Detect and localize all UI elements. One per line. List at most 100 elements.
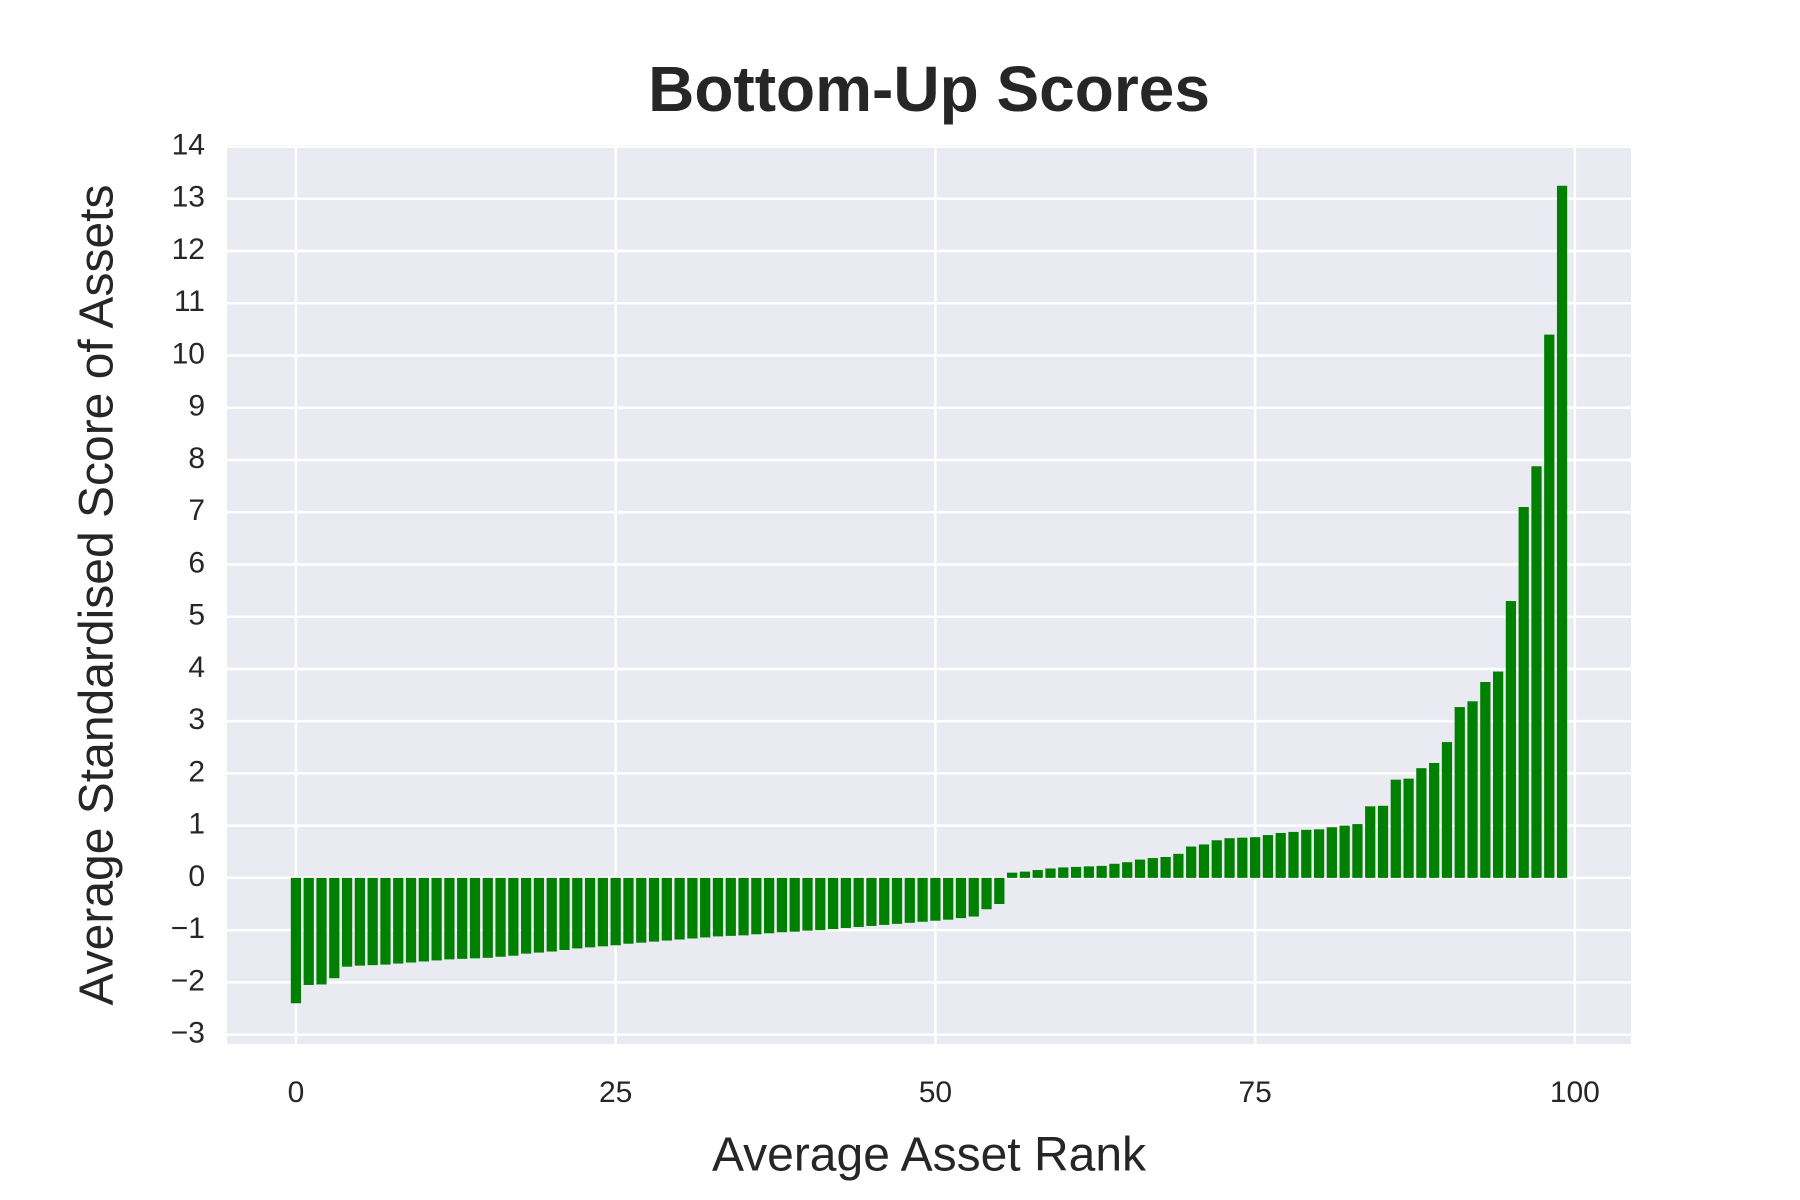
y-tick-label: 9: [188, 390, 205, 423]
bar: [1352, 824, 1363, 878]
bar: [725, 877, 736, 936]
bar: [1390, 779, 1401, 878]
bar: [1403, 778, 1414, 878]
y-tick-label: 10: [172, 337, 205, 370]
bar: [891, 877, 903, 924]
bar: [521, 877, 532, 954]
y-tick-label: 13: [172, 181, 205, 214]
y-tick-label: 6: [188, 546, 205, 579]
bar: [393, 877, 404, 964]
y-tick-label: 3: [188, 703, 205, 736]
y-tick-label: 5: [188, 599, 205, 632]
bar: [1045, 868, 1056, 878]
y-tick-label: 2: [188, 755, 205, 788]
bar: [968, 877, 979, 917]
bar: [1429, 762, 1440, 878]
bar: [751, 877, 762, 935]
bar: [316, 877, 327, 985]
bar: [572, 877, 583, 949]
bar: [1007, 872, 1018, 878]
bar: [853, 877, 864, 927]
bar: [546, 877, 557, 952]
x-axis-label: Average Asset Rank: [712, 1129, 1147, 1182]
bar: [533, 877, 545, 953]
bar: [1237, 837, 1248, 878]
bar: [738, 877, 749, 936]
bar: [1250, 837, 1261, 878]
bar: [648, 877, 660, 942]
y-tick-label: 1: [188, 808, 205, 841]
bar: [1518, 507, 1529, 878]
y-tick-label: −1: [171, 912, 205, 945]
bar: [981, 877, 992, 910]
bar: [1096, 865, 1107, 878]
bar: [405, 877, 417, 963]
y-tick-label: −2: [171, 964, 205, 997]
bar: [930, 877, 941, 921]
bar: [1365, 806, 1376, 878]
x-tick-label: 50: [919, 1076, 952, 1109]
bar: [1301, 829, 1312, 878]
bar: [661, 877, 672, 941]
bar: [917, 877, 928, 922]
bar: [1019, 871, 1031, 878]
bar: [1556, 185, 1568, 878]
bar: [495, 877, 506, 957]
bar: [1160, 856, 1171, 878]
bar: [866, 877, 877, 926]
bar: [367, 877, 378, 966]
y-tick-label: 11: [174, 285, 205, 318]
bar: [1262, 835, 1274, 878]
bar: [1288, 831, 1299, 878]
bar: [776, 877, 788, 933]
bar: [354, 877, 365, 966]
bar: [1531, 466, 1542, 878]
bar: [610, 877, 621, 946]
bar: [1339, 825, 1350, 878]
y-axis-label: Average Standardised Score of Assets: [71, 185, 124, 1006]
y-tick-label: 14: [172, 128, 205, 161]
bar: [1109, 863, 1120, 878]
y-tick-label: 12: [172, 233, 205, 266]
y-tick-label: 4: [188, 651, 205, 684]
bar: [1480, 681, 1491, 878]
bar: [1493, 671, 1504, 878]
bar: [674, 877, 685, 940]
bar: [329, 877, 340, 979]
bar: [943, 877, 954, 920]
bar: [469, 877, 481, 959]
bar: [1147, 858, 1158, 878]
bar: [764, 877, 775, 934]
bar: [1032, 870, 1043, 878]
bar: [955, 877, 967, 919]
bar: [418, 877, 429, 962]
bar: [597, 877, 608, 947]
bar: [700, 877, 711, 938]
bar: [457, 877, 468, 959]
bar: [1544, 334, 1555, 878]
bar: [380, 877, 391, 965]
bar: [1224, 838, 1235, 878]
x-tick-label: 75: [1238, 1076, 1271, 1109]
bar: [584, 877, 596, 948]
bar: [341, 877, 353, 967]
bar: [1416, 768, 1427, 878]
bar: [1083, 866, 1094, 878]
bar: [636, 877, 647, 943]
bar: [1467, 701, 1478, 878]
bar: [687, 877, 698, 939]
bar: [1505, 601, 1517, 878]
y-tick-label: −3: [171, 1017, 205, 1050]
bar: [1441, 742, 1453, 878]
bar: [431, 877, 442, 961]
bar: [840, 877, 851, 929]
bar: [994, 877, 1005, 905]
bar: [1070, 866, 1082, 878]
bar: [1211, 840, 1222, 878]
bar: [444, 877, 455, 960]
bar: [303, 877, 314, 985]
bar: [904, 877, 915, 923]
bar: [1134, 859, 1146, 878]
bar: [290, 877, 302, 1004]
